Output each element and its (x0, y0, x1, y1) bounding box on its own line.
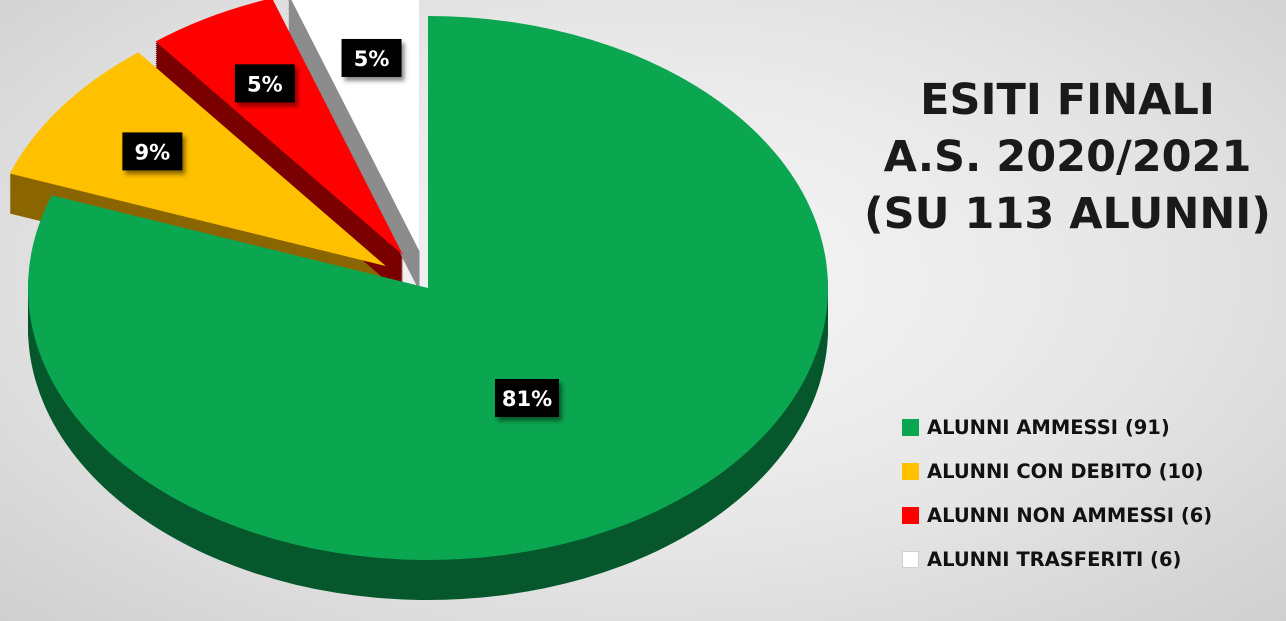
legend-item-ammessi: ALUNNI AMMESSI (91) (902, 405, 1212, 449)
legend-swatch-ammessi (902, 418, 919, 436)
legend-swatch-non-ammessi (902, 506, 919, 524)
data-label-text-ammessi: 81% (502, 387, 552, 411)
data-label-trasferiti: 5% (341, 38, 402, 77)
pie-slices (9, 0, 829, 561)
data-label-text-trasferiti: 5% (354, 47, 390, 71)
legend-item-con-debito: ALUNNI CON DEBITO (10) (902, 449, 1212, 493)
legend-item-trasferiti: ALUNNI TRASFERITI (6) (902, 537, 1212, 581)
legend-label-con-debito: ALUNNI CON DEBITO (10) (927, 459, 1204, 483)
data-label-box-non-ammessi (234, 64, 295, 103)
legend-item-non-ammessi: ALUNNI NON AMMESSI (6) (902, 493, 1212, 537)
legend-swatch-con-debito (902, 462, 919, 480)
pie-slice-non-ammessi (155, 0, 404, 256)
data-label-text-non-ammessi: 5% (247, 72, 283, 96)
chart-title-line-3: (SU 113 ALUNNI) (864, 189, 1271, 239)
data-label-box-ammessi (495, 379, 559, 417)
chart-title-line-1: ESITI FINALI (920, 75, 1215, 125)
data-label-box-trasferiti (341, 38, 402, 77)
data-label-con-debito: 9% (122, 132, 183, 171)
pie-slice-con-debito (9, 52, 386, 267)
data-label-ammessi: 81% (495, 379, 559, 417)
legend-label-ammessi: ALUNNI AMMESSI (91) (927, 415, 1170, 439)
legend-label-non-ammessi: ALUNNI NON AMMESSI (6) (927, 503, 1213, 527)
data-label-box-con-debito (122, 132, 183, 171)
data-label-text-con-debito: 9% (135, 140, 171, 164)
chart-legend: ALUNNI AMMESSI (91) ALUNNI CON DEBITO (1… (902, 405, 1212, 581)
pie-slice-ammessi (27, 16, 829, 561)
chart-title-line-2: A.S. 2020/2021 (883, 132, 1252, 182)
legend-swatch-trasferiti (902, 550, 919, 568)
legend-label-trasferiti: ALUNNI TRASFERITI (6) (927, 547, 1182, 571)
chart-title: ESITI FINALI A.S. 2020/2021 (SU 113 ALUN… (845, 72, 1286, 243)
pie-data-labels: 81% 9% 5% 5% (122, 38, 559, 417)
data-label-non-ammessi: 5% (234, 64, 295, 103)
